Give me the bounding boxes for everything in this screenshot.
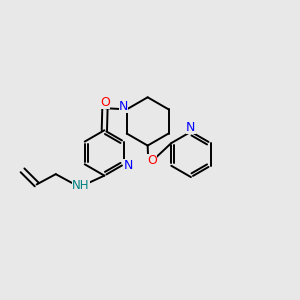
Text: N: N [118,100,128,113]
Text: N: N [123,159,133,172]
Text: N: N [186,121,196,134]
Text: O: O [147,154,157,167]
Text: NH: NH [72,179,90,192]
Text: O: O [100,96,110,110]
